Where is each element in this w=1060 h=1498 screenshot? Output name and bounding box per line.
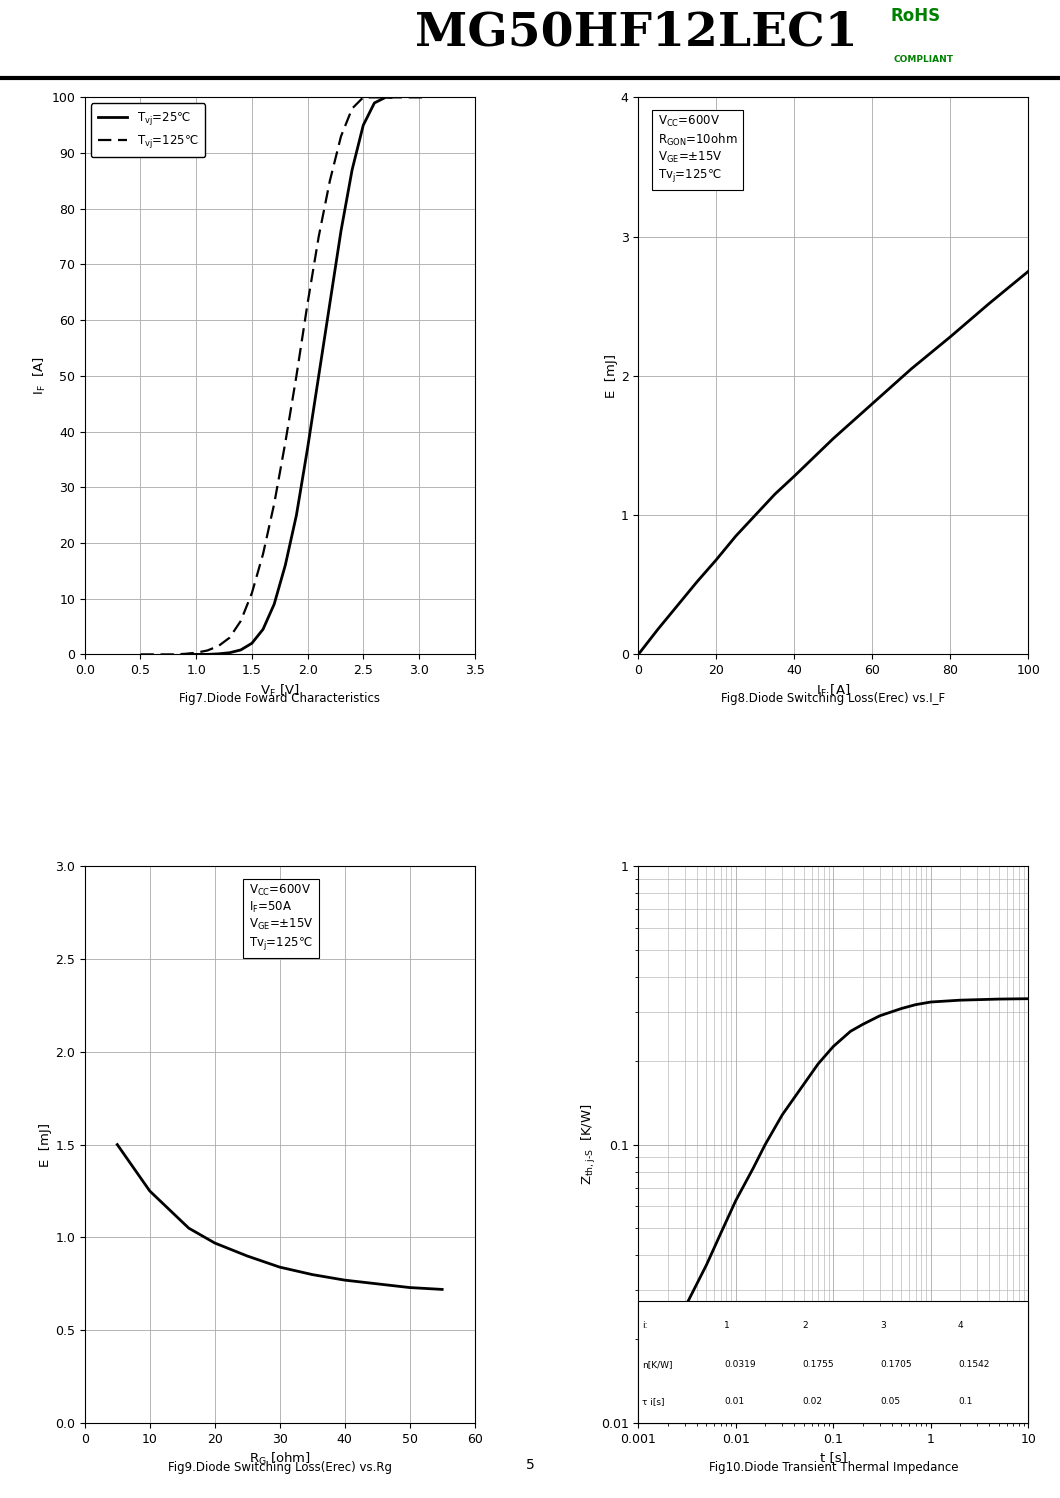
Text: Fig10.Diode Transient Thermal Impedance: Fig10.Diode Transient Thermal Impedance [708, 1461, 958, 1474]
Y-axis label: E  [mJ]: E [mJ] [39, 1122, 52, 1167]
Y-axis label: $\mathdefault{I_F}$  [A]: $\mathdefault{I_F}$ [A] [32, 357, 49, 395]
X-axis label: $\mathdefault{V_F}$ [V]: $\mathdefault{V_F}$ [V] [260, 683, 299, 698]
Text: MG50HF12LEC1: MG50HF12LEC1 [414, 10, 858, 55]
Text: 3: 3 [880, 1321, 886, 1330]
Text: COMPLIANT: COMPLIANT [894, 55, 954, 64]
Text: 2: 2 [802, 1321, 808, 1330]
Text: $\mathdefault{V_{CC}}$=600V
$\mathdefault{I_F}$=50A
$\mathdefault{V_{GE}}$=±15V
: $\mathdefault{V_{CC}}$=600V $\mathdefaul… [248, 882, 313, 951]
Text: Fig8.Diode Switching Loss(Erec) vs.I_F: Fig8.Diode Switching Loss(Erec) vs.I_F [721, 692, 946, 706]
Text: 0.1: 0.1 [958, 1398, 972, 1407]
Y-axis label: $\mathdefault{Z_{th,j\text{-}S}}$  [K/W]: $\mathdefault{Z_{th,j\text{-}S}}$ [K/W] [580, 1104, 598, 1185]
Text: n[K/W]: n[K/W] [642, 1360, 673, 1369]
Text: 5: 5 [526, 1458, 534, 1473]
Text: 0.0319: 0.0319 [724, 1360, 756, 1369]
Text: i:: i: [642, 1321, 648, 1330]
X-axis label: $\mathdefault{I_F}$ [A]: $\mathdefault{I_F}$ [A] [816, 683, 850, 698]
Text: $\mathdefault{V_{CC}}$=600V
$\mathdefault{R_{GON}}$=10ohm
$\mathdefault{V_{GE}}$: $\mathdefault{V_{CC}}$=600V $\mathdefaul… [658, 114, 738, 184]
Text: RoHS: RoHS [890, 7, 940, 25]
Text: τ i[s]: τ i[s] [642, 1398, 665, 1407]
Text: 0.05: 0.05 [880, 1398, 900, 1407]
Text: Fig7.Diode Foward Characteristics: Fig7.Diode Foward Characteristics [179, 692, 381, 706]
Text: 4: 4 [958, 1321, 964, 1330]
Text: 0.1542: 0.1542 [958, 1360, 989, 1369]
Text: Fig9.Diode Switching Loss(Erec) vs.Rg: Fig9.Diode Switching Loss(Erec) vs.Rg [167, 1461, 392, 1474]
Text: 0.1705: 0.1705 [880, 1360, 912, 1369]
Y-axis label: E  [mJ]: E [mJ] [605, 354, 618, 398]
Text: 1: 1 [724, 1321, 730, 1330]
X-axis label: t [s]: t [s] [819, 1452, 847, 1465]
X-axis label: $\mathdefault{R_G}$ [ohm]: $\mathdefault{R_G}$ [ohm] [249, 1452, 311, 1468]
Legend: T$\mathdefault{_{vj}}$=25℃, T$\mathdefault{_{vj}}$=125℃: T$\mathdefault{_{vj}}$=25℃, T$\mathdefau… [91, 103, 206, 157]
Bar [638, 1300, 1028, 1423]
Text: 0.01: 0.01 [724, 1398, 744, 1407]
Text: 0.1755: 0.1755 [802, 1360, 834, 1369]
Text: 0.02: 0.02 [802, 1398, 823, 1407]
